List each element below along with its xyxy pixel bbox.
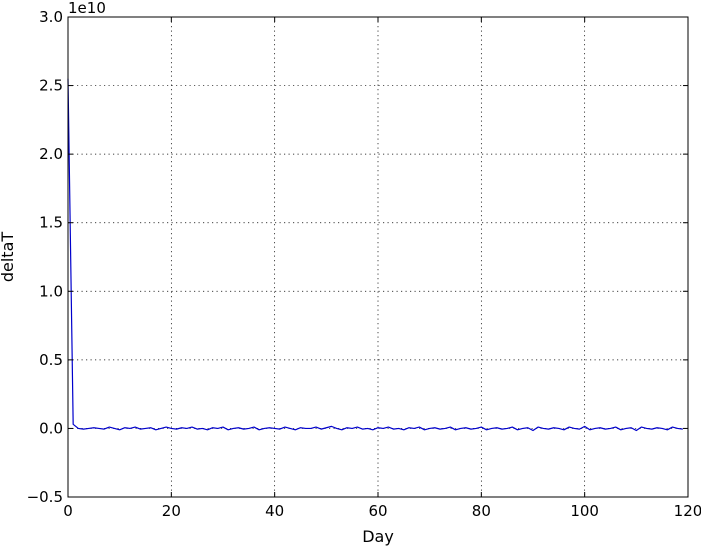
x-tick-label: 0 [63, 502, 73, 520]
grid-lines [67, 16, 689, 498]
x-tick-label: 120 [674, 502, 701, 520]
y-tick-labels: −0.5 0.0 0.5 1.0 1.5 2.0 2.5 3.0 [27, 8, 63, 506]
y-axis-label: deltaT [0, 232, 17, 283]
y-tick-label: 2.0 [39, 145, 63, 163]
x-tick-label: 60 [368, 502, 387, 520]
y-tick-label: 3.0 [39, 8, 63, 26]
y-tick-label: 2.5 [39, 77, 63, 95]
x-tick-label: 20 [162, 502, 181, 520]
y-tick-label: −0.5 [27, 488, 63, 506]
series-lines [67, 78, 683, 432]
x-tick-labels: 0 20 40 60 80 100 120 [63, 502, 701, 520]
x-axis-label: Day [362, 527, 394, 546]
x-tick-label: 80 [472, 502, 491, 520]
x-tick-label: 40 [265, 502, 284, 520]
y-tick-label: 0.5 [39, 351, 63, 369]
y-tick-label: 1.5 [39, 214, 63, 232]
y-offset-label: 1e10 [68, 0, 106, 17]
series-line [67, 78, 683, 432]
y-tick-label: 1.0 [39, 282, 63, 300]
tick-marks [67, 16, 689, 498]
y-tick-label: 0.0 [39, 419, 63, 437]
x-tick-label: 100 [570, 502, 599, 520]
